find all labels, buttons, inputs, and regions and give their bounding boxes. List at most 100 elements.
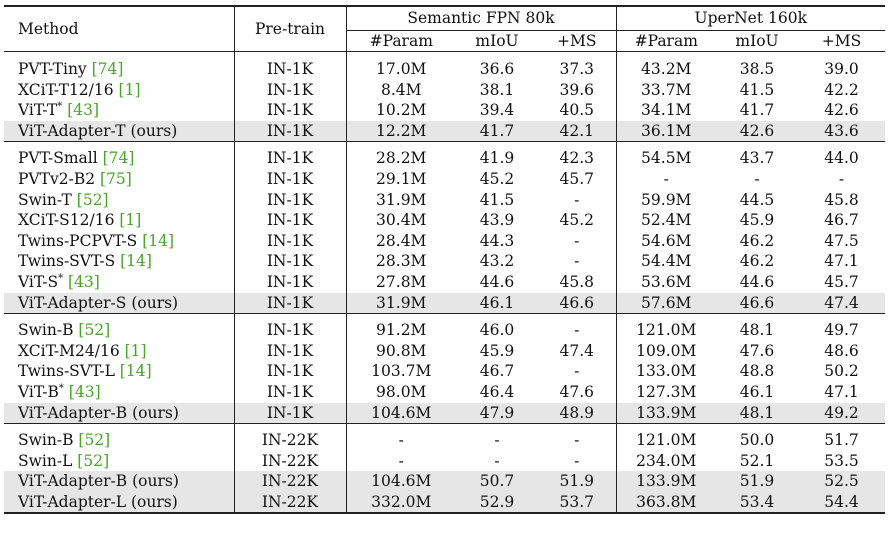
fpn-miou-cell: 45.2 xyxy=(479,169,515,188)
citation-link: [52] xyxy=(76,190,109,209)
method-name: ViT-Adapter-L (ours) xyxy=(18,492,178,511)
pretrain-cell: IN-22K xyxy=(234,491,347,514)
upernet-miou-cell: 45.9 xyxy=(739,211,775,230)
fpn-ms-cell: - xyxy=(538,189,617,211)
citation-link: [52] xyxy=(77,451,110,470)
upernet-param-cell: 234.0M xyxy=(636,451,697,470)
citation-link: [52] xyxy=(78,321,111,340)
method-name: XCiT-T12/16 xyxy=(18,80,119,99)
upernet-ms-cell: 49.2 xyxy=(798,402,885,424)
fpn-param-cell: 28.3M xyxy=(376,252,427,271)
method-name: ViT-Adapter-B (ours) xyxy=(18,403,179,422)
fpn-miou-cell: 44.6 xyxy=(479,272,515,291)
fpn-ms-cell: 51.9 xyxy=(538,471,617,492)
method-cell: ViT-B* [43] xyxy=(4,381,235,403)
upernet-miou-cell: 46.2 xyxy=(739,231,775,250)
method-asterisk: * xyxy=(57,101,63,113)
method-cell: Swin-L [52] xyxy=(4,450,235,472)
citation-link: [14] xyxy=(119,362,152,381)
table-row: Swin-B [52] IN-22K - - -121.0M 50.0 51.7 xyxy=(4,430,885,451)
method-asterisk: * xyxy=(58,382,64,394)
method-name: ViT-Adapter-T (ours) xyxy=(18,121,178,140)
fpn-ms-cell: 48.9 xyxy=(538,402,617,424)
fpn-ms-cell: - xyxy=(538,320,617,341)
table-row: ViT-Adapter-L (ours) IN-22K 332.0M 52.9 53.7… xyxy=(4,491,885,514)
table-row: ViT-B* [43] IN-1K 98.0M 46.4 47.6 127.3M 46.1 4… xyxy=(4,381,885,403)
fpn-miou-cell: - xyxy=(494,431,500,450)
fpn-param-cell: 29.1M xyxy=(376,169,427,188)
fpn-param-cell: 27.8M xyxy=(376,272,427,291)
upernet-miou-cell: 52.1 xyxy=(739,451,775,470)
method-cell: ViT-T* [43] xyxy=(4,100,235,121)
fpn-param-cell: 28.4M xyxy=(376,231,427,250)
upernet-param-cell: 33.7M xyxy=(641,80,692,99)
method-cell: PVT-Tiny [74] xyxy=(4,59,235,80)
pretrain-cell: IN-1K xyxy=(234,210,347,231)
pretrain-cell: IN-1K xyxy=(234,59,347,80)
upernet-param-cell: 53.6M xyxy=(641,272,692,291)
method-name: PVT-Tiny xyxy=(18,60,92,78)
fpn-param-cell: 8.4M xyxy=(380,80,422,99)
table-row: ViT-Adapter-S (ours) IN-1K 31.9M 46.1 46.6 57… xyxy=(4,292,885,314)
bottom-rule xyxy=(4,512,885,516)
upernet-param-cell: 43.2M xyxy=(641,60,692,78)
upernet-ms-cell: 50.2 xyxy=(824,362,859,381)
table-row: XCiT-S12/16 [1] IN-1K 30.4M 43.9 45.2 52.4M 45… xyxy=(4,210,885,231)
pretrain-cell: IN-1K xyxy=(234,100,347,121)
group-spacer xyxy=(4,52,885,59)
group-divider xyxy=(4,141,885,143)
pretrain-cell: IN-1K xyxy=(234,120,347,142)
upernet-header: UperNet 160k xyxy=(616,7,885,31)
upernet-param-cell: 363.8M xyxy=(616,491,716,514)
upernet-miou-cell: 47.6 xyxy=(739,341,775,360)
upernet-miou-cell: 46.1 xyxy=(739,382,775,401)
fpn-param-cell: - xyxy=(398,431,404,450)
fpn-miou-cell: 44.3 xyxy=(479,231,515,250)
upernet-param-cell: 57.6M xyxy=(616,292,716,314)
table-row: ViT-Adapter-B (ours) IN-1K 104.6M 47.9 48.9 1… xyxy=(4,402,885,424)
fpn-ms-header: +MS xyxy=(538,30,617,52)
table-row: XCiT-M24/16 [1] IN-1K 90.8M 45.9 47.4 109.0M 4… xyxy=(4,340,885,362)
upernet-ms-cell: 42.6 xyxy=(824,101,859,120)
upernet-miou-cell: 46.2 xyxy=(739,252,775,271)
group-divider xyxy=(4,313,885,315)
method-cell: ViT-Adapter-S (ours) xyxy=(4,292,235,314)
method-name: Swin-B xyxy=(18,431,79,450)
fpn-param-cell: 90.8M xyxy=(376,341,427,360)
upernet-ms-cell: 47.1 xyxy=(824,382,859,401)
method-name: XCiT-M24/16 xyxy=(18,341,125,360)
fpn-ms-cell: 37.3 xyxy=(538,59,617,80)
method-name: ViT-Adapter-S (ours) xyxy=(18,293,179,312)
upernet-ms-cell: 54.4 xyxy=(798,491,885,514)
fpn-miou-cell: 46.0 xyxy=(479,321,515,340)
upernet-miou-cell: 53.4 xyxy=(716,491,798,514)
pretrain-cell: IN-1K xyxy=(234,251,347,272)
group-divider xyxy=(4,423,885,425)
upernet-param-cell: 121.0M xyxy=(636,431,697,450)
fpn-ms-cell: 39.6 xyxy=(538,79,617,101)
upernet-ms-cell: 45.7 xyxy=(824,272,859,291)
fpn-miou-cell: 47.9 xyxy=(456,402,538,424)
upernet-ms-header: +MS xyxy=(821,32,862,50)
upernet-param-cell: 34.1M xyxy=(641,101,692,120)
method-name: Swin-T xyxy=(18,190,77,209)
upernet-ms-cell: 52.5 xyxy=(798,471,885,492)
citation-link: [75] xyxy=(100,169,132,188)
fpn-miou-cell: 45.9 xyxy=(479,341,515,360)
method-cell: ViT-Adapter-B (ours) xyxy=(4,471,235,492)
upernet-ms-cell: 53.5 xyxy=(824,451,859,470)
method-cell: PVT-Small [74] xyxy=(4,148,235,169)
table-row: ViT-S* [43] IN-1K 27.8M 44.6 45.8 53.6M 44.6 45… xyxy=(4,271,885,293)
fpn-miou-cell: 39.4 xyxy=(479,101,515,120)
table-row: Swin-T [52] IN-1K 31.9M 41.5-59.9M 44.5 45.8 xyxy=(4,189,885,211)
upernet-ms-cell: 39.0 xyxy=(824,60,859,78)
pretrain-cell: IN-1K xyxy=(234,168,347,190)
fpn-param-cell: 30.4M xyxy=(376,211,427,230)
fpn-miou-cell: 41.7 xyxy=(456,120,538,142)
method-cell: ViT-Adapter-T (ours) xyxy=(4,120,235,142)
fpn-miou-cell: 46.7 xyxy=(479,362,515,381)
pretrain-cell: IN-1K xyxy=(234,79,347,101)
upernet-param-cell: 54.5M xyxy=(641,149,692,168)
table-row: ViT-Adapter-T (ours) IN-1K 12.2M 41.7 42.1 36… xyxy=(4,120,885,142)
upernet-miou-cell: 41.5 xyxy=(739,80,775,99)
